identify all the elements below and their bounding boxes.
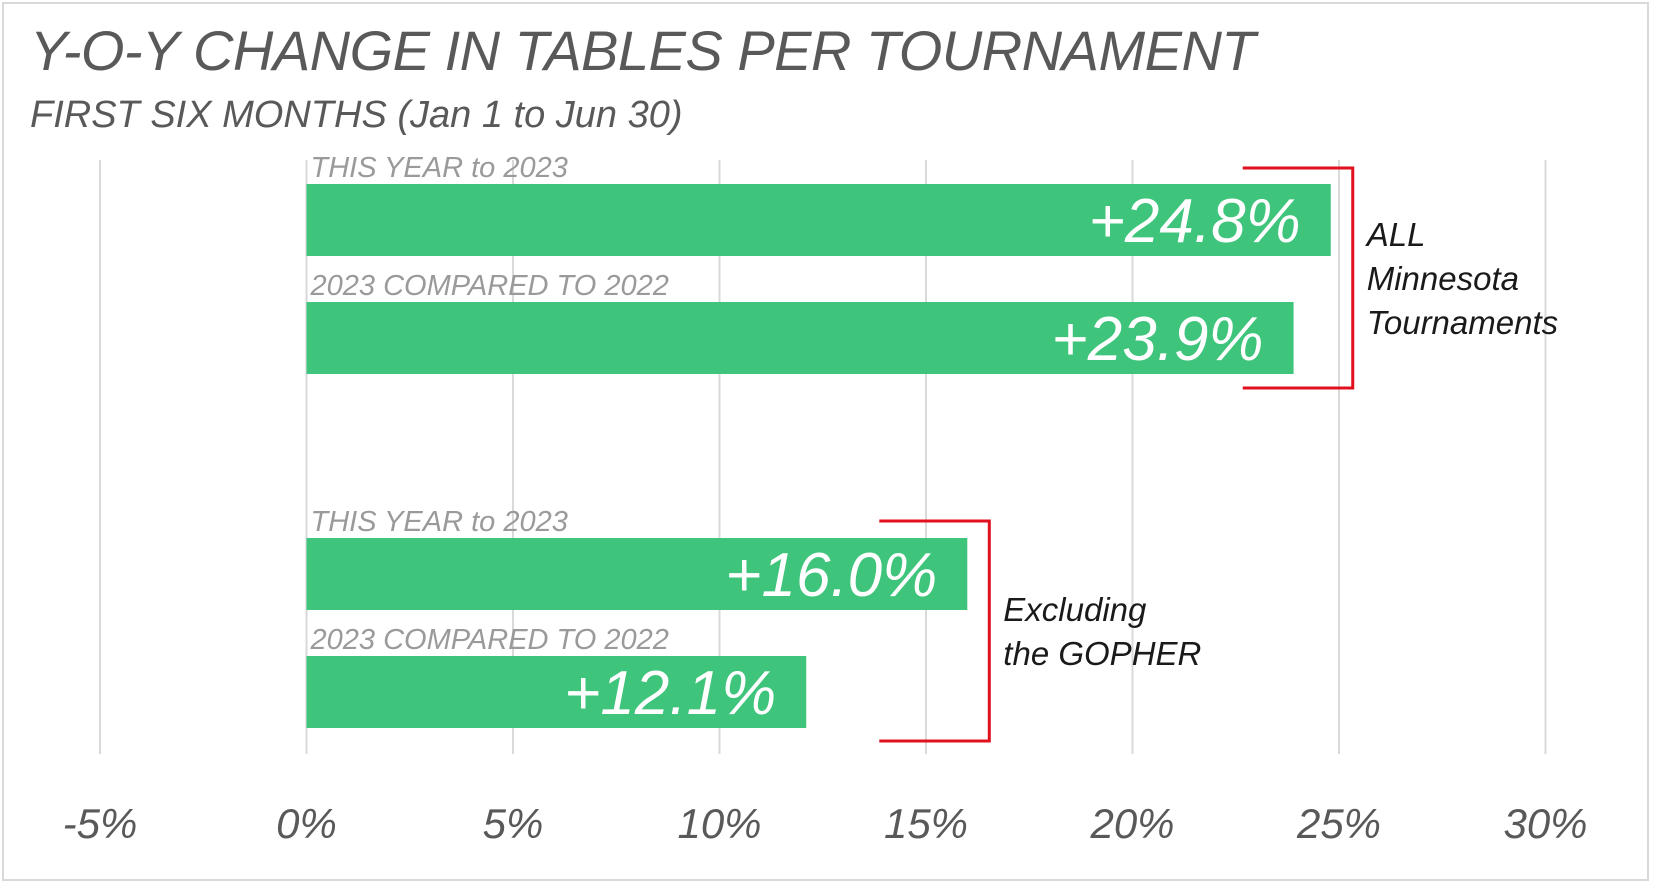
x-tick-label: 5%	[483, 800, 544, 847]
bracket-label-line: ALL	[1365, 216, 1426, 253]
chart-subtitle: FIRST SIX MONTHS (Jan 1 to Jun 30)	[30, 94, 683, 136]
x-tick-label: 30%	[1503, 800, 1587, 847]
bar-series-label: THIS YEAR to 2023	[311, 506, 568, 538]
x-tick-label: 10%	[677, 800, 761, 847]
bars: THIS YEAR to 2023 +24.8% 2023 COMPARED TO …	[306, 152, 1331, 728]
x-tick-label: 20%	[1089, 800, 1174, 847]
x-tick-label: 25%	[1296, 800, 1381, 847]
bracket-label-line: Minnesota	[1367, 260, 1519, 297]
bracket-label-line: the GOPHER	[1003, 635, 1201, 672]
bar-value-label: +16.0%	[725, 541, 937, 610]
bar-series-label: THIS YEAR to 2023	[311, 152, 568, 184]
bar-series-label: 2023 COMPARED TO 2022	[310, 624, 669, 656]
chart-title: Y-O-Y CHANGE IN TABLES PER TOURNAMENT	[30, 19, 1256, 82]
x-axis-ticks: -5% 0% 5% 10% 15% 20% 25% 30%	[63, 800, 1588, 847]
gridlines	[99, 160, 1547, 754]
bar-value-label: +12.1%	[564, 659, 776, 728]
bracket-label-line: Tournaments	[1367, 304, 1558, 341]
bracket-label-line: Excluding	[1003, 591, 1147, 628]
bar	[306, 538, 968, 610]
bar-series-label: 2023 COMPARED TO 2022	[310, 270, 669, 302]
bar	[306, 184, 1331, 256]
bar	[306, 656, 807, 728]
group-bracket	[1242, 166, 1355, 390]
x-tick-label: 0%	[276, 800, 337, 847]
group-bracket	[879, 519, 991, 743]
bar	[306, 302, 1294, 374]
x-tick-label: -5%	[63, 800, 138, 847]
group-brackets: ALL Minnesota Tournaments Excluding the GOPH…	[879, 166, 1558, 743]
bar-value-label: +24.8%	[1089, 187, 1301, 256]
x-tick-label: 15%	[884, 800, 968, 847]
bar-value-label: +23.9%	[1052, 305, 1264, 374]
